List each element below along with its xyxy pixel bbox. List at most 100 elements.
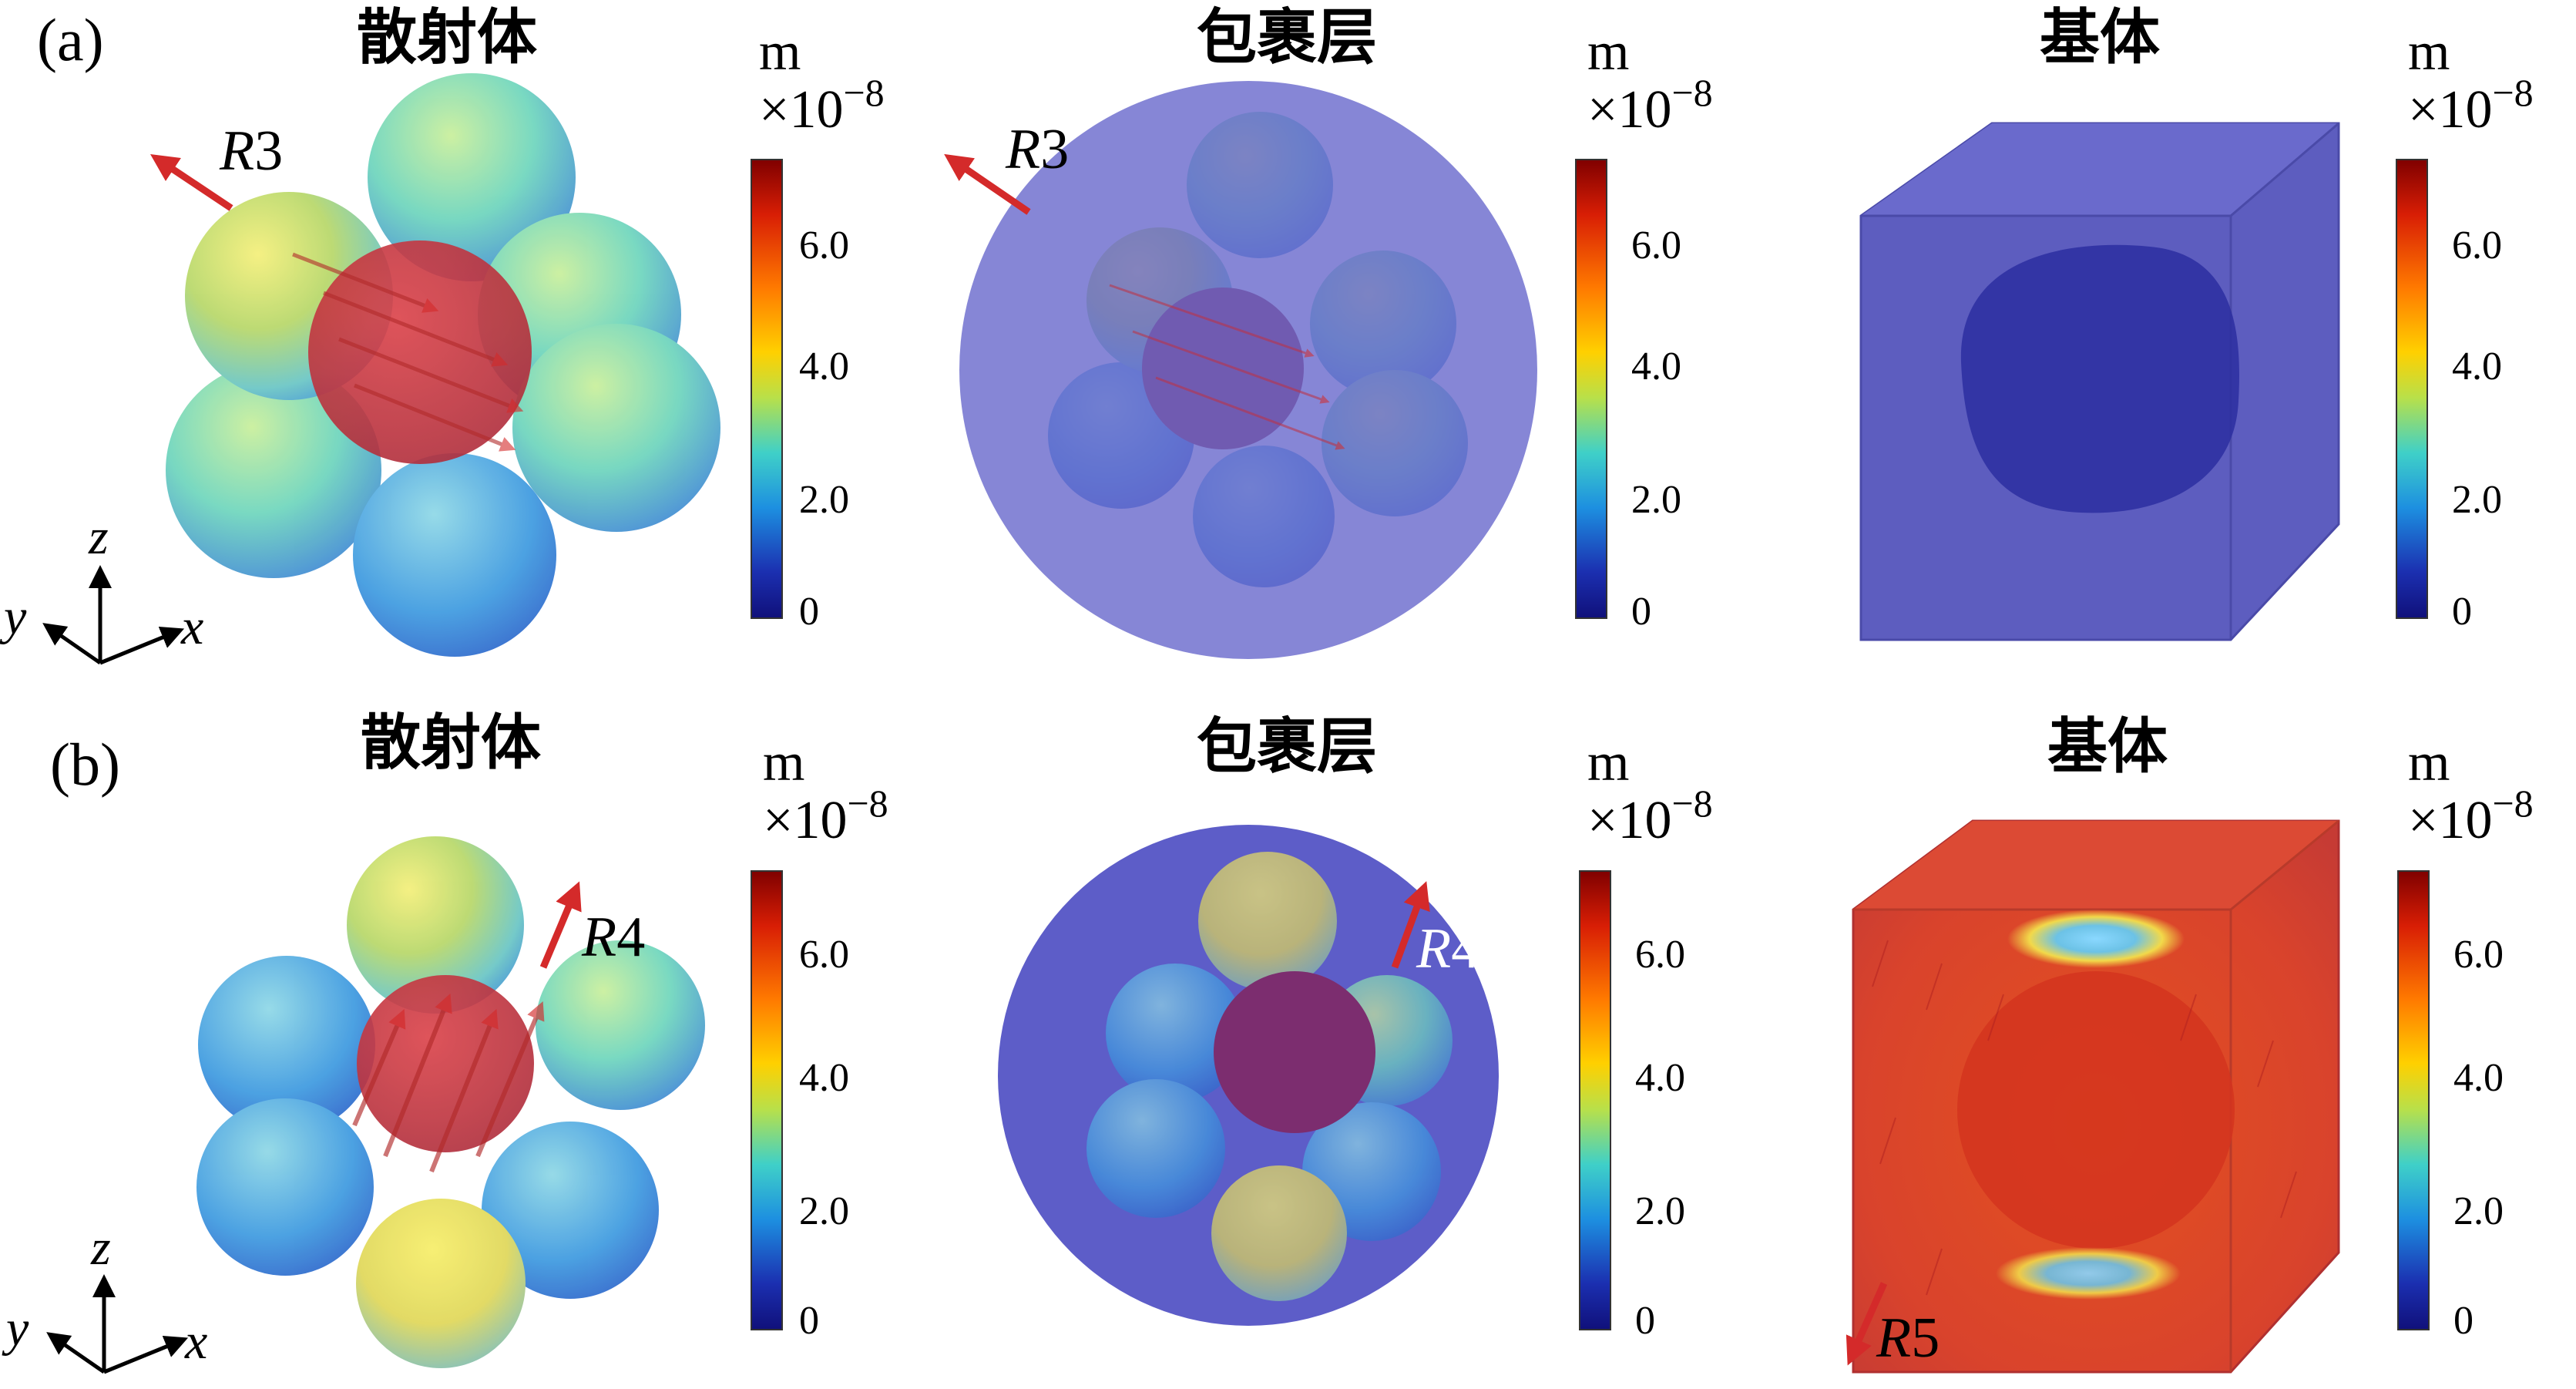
outer-sphere (512, 324, 720, 532)
matrix-cube (1852, 819, 2340, 1374)
colorbar-tick: 2.0 (2453, 1189, 2504, 1233)
panel-b-wrap-layer: 包裹层 R4 (998, 712, 1499, 1326)
colorbar-unit: m (763, 733, 804, 792)
colorbar: m ×10−8 6.0 4.0 2.0 0 (1575, 22, 1713, 634)
colorbar-tick: 4.0 (799, 345, 849, 388)
colorbar: m ×10−8 6.0 4.0 2.0 0 (2396, 22, 2534, 634)
colorbar-gradient (751, 870, 783, 1330)
colorbar-tick: 0 (2452, 590, 2472, 634)
direction-arrow (1846, 1282, 1888, 1366)
outer-sphere (368, 73, 576, 281)
axis-triad-a (42, 565, 185, 665)
axis-x-label: x (184, 1313, 207, 1370)
colorbar-tick: 2.0 (1635, 1189, 1685, 1233)
direction-arrow (539, 881, 582, 969)
colorbar-gradient (2397, 870, 2430, 1330)
panel-title: 基体 (2047, 712, 2168, 782)
colorbar-scale: ×10−8 (2408, 782, 2534, 850)
axis-y-label: y (0, 589, 27, 645)
colorbar-unit: m (1587, 22, 1629, 82)
colorbar-tick: 2.0 (2452, 478, 2502, 522)
colorbar: m ×10−8 6.0 4.0 2.0 0 (1579, 733, 1713, 1343)
scatterer-cluster (166, 73, 720, 657)
arrow-label: R3 (219, 119, 283, 183)
axis-y-label: y (2, 1300, 29, 1357)
center-sphere (308, 240, 532, 464)
colorbar-tick: 6.0 (2452, 224, 2502, 267)
embedded-inclusion (1960, 244, 2240, 513)
colorbar-tick: 0 (2453, 1299, 2474, 1343)
wrap-layer-sphere (959, 81, 1537, 659)
axis-x-label: x (180, 599, 203, 655)
panel-title: 包裹层 (1197, 712, 1377, 782)
colorbar-tick: 2.0 (799, 478, 849, 522)
colorbar-unit: m (2408, 22, 2450, 82)
direction-arrow (1391, 881, 1430, 969)
panel-a-wrap-layer: 包裹层 R3 (944, 3, 1537, 659)
field-arrows (1109, 284, 1345, 450)
panel-a-matrix: 基体 (1859, 3, 2340, 641)
panel-title: 散射体 (357, 3, 537, 72)
panel-title: 包裹层 (1197, 3, 1377, 72)
colorbar-tick: 6.0 (2453, 933, 2504, 977)
direction-arrow (150, 154, 233, 211)
colorbar-tick: 2.0 (1631, 478, 1681, 522)
colorbar-scale: ×10−8 (763, 782, 888, 850)
outer-sphere (166, 362, 381, 578)
colorbar-scale: ×10−8 (2408, 71, 2534, 140)
colorbar-gradient (1575, 159, 1607, 619)
bottom-field-ring (1996, 1247, 2181, 1300)
colorbar-gradient (1579, 870, 1611, 1330)
colorbar-tick: 4.0 (2453, 1056, 2504, 1100)
colorbar-tick: 0 (1635, 1299, 1655, 1343)
colorbar-scale: ×10−8 (1587, 71, 1713, 140)
colorbar: m ×10−8 6.0 4.0 2.0 0 (751, 22, 885, 634)
arrow-label: R4 (1416, 917, 1479, 980)
colorbar: m ×10−8 6.0 4.0 2.0 0 (2397, 733, 2534, 1343)
colorbar-tick: 2.0 (799, 1189, 849, 1233)
row-label-a: (a) (37, 6, 104, 73)
colorbar-tick: 0 (799, 590, 819, 634)
row-label-b: (b) (50, 731, 120, 798)
panel-b-scatterer: 散射体 R4 (196, 708, 705, 1368)
colorbar-tick: 0 (799, 1299, 819, 1343)
colorbar: m ×10−8 6.0 4.0 2.0 0 (751, 733, 888, 1343)
colorbar-tick: 6.0 (799, 933, 849, 977)
colorbar-gradient (751, 159, 783, 619)
colorbar-tick: 4.0 (2452, 345, 2502, 388)
colorbar-tick: 4.0 (1635, 1056, 1685, 1100)
field-arrows (352, 993, 545, 1173)
outer-sphere (353, 453, 556, 657)
colorbar-gradient (2396, 159, 2428, 619)
axis-z-label: z (88, 509, 109, 565)
top-field-ring (2007, 910, 2185, 968)
matrix-cube (1859, 122, 2340, 641)
colorbar-unit: m (1587, 733, 1629, 792)
colorbar-scale: ×10−8 (759, 71, 885, 140)
colorbar-tick: 4.0 (799, 1056, 849, 1100)
field-arrows (292, 252, 524, 452)
colorbar-tick: 4.0 (1631, 345, 1681, 388)
axis-triad-b (46, 1274, 189, 1374)
colorbar-scale: ×10−8 (1587, 782, 1713, 850)
field-arrows (1872, 940, 2297, 1296)
colorbar-unit: m (759, 22, 801, 82)
panel-b-matrix: 基体 R5 (1846, 712, 2340, 1374)
embedded-inclusion (1957, 971, 2235, 1249)
colorbar-tick: 6.0 (799, 224, 849, 267)
panel-title: 散射体 (361, 708, 541, 778)
axis-z-label: z (90, 1219, 111, 1276)
scatterer-cluster (196, 836, 705, 1368)
arrow-label: R5 (1876, 1307, 1940, 1370)
colorbar-tick: 6.0 (1631, 224, 1681, 267)
panel-a-scatterer: 散射体 R3 (150, 3, 720, 657)
colorbar-tick: 6.0 (1635, 933, 1685, 977)
inner-cluster (1086, 852, 1453, 1301)
direction-arrow (944, 153, 1031, 215)
panel-title: 基体 (2040, 3, 2160, 72)
arrow-label: R4 (581, 906, 645, 969)
colorbar-tick: 0 (1631, 590, 1651, 634)
colorbar-unit: m (2408, 733, 2450, 792)
arrow-label: R3 (1005, 118, 1069, 181)
